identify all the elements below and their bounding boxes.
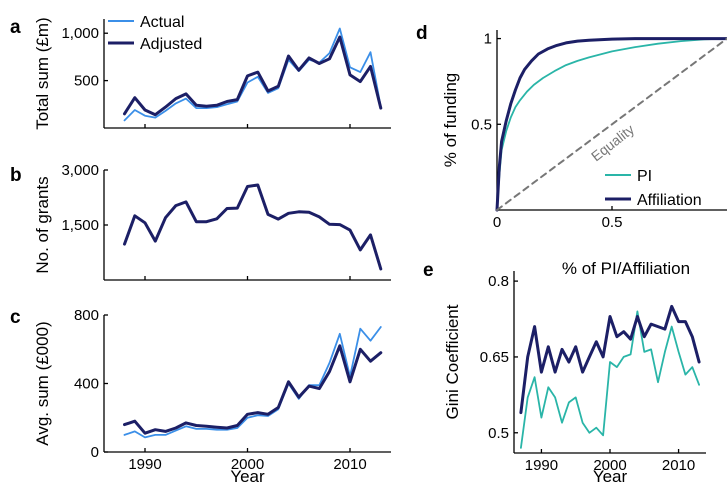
y-axis-label: Gini Coefficient	[443, 304, 462, 419]
panel-label-a: a	[10, 17, 21, 38]
series-line-actual	[123, 27, 382, 122]
panel-label-c: c	[10, 307, 21, 328]
y-axis-label: No. of grants	[33, 176, 52, 273]
y-tick-label: 3,000	[61, 162, 99, 179]
x-tick-label: 2010	[662, 457, 695, 474]
legend-label-pi: PI	[637, 168, 652, 185]
legend-label-adjusted: Adjusted	[140, 36, 202, 53]
x-tick-label: 1990	[128, 456, 161, 473]
x-axis-label: Year	[593, 467, 628, 486]
y-axis-label: % of funding	[441, 73, 460, 168]
y-tick-label: 800	[74, 307, 99, 324]
series-line-pi	[496, 37, 727, 211]
y-axis-label: Total sum (£m)	[33, 17, 52, 129]
panel-label-d: d	[416, 23, 428, 44]
x-tick-label: 1990	[525, 457, 558, 474]
y-tick-label: 1,500	[61, 217, 99, 234]
y-tick-label: 0.65	[480, 349, 509, 366]
x-tick-label: 2000	[593, 457, 626, 474]
y-tick-label: 0	[91, 444, 99, 461]
panel-d-funding-concentration-chart: 0.5 1 0 0.5 % of funding % of PI/Affiliation P…	[441, 30, 727, 278]
x-tick-label: 2010	[333, 456, 366, 473]
panel-a-total-sum-chart: 500 1,000 Total sum (£m) Actual Adjusted	[33, 14, 391, 130]
series-line-main	[123, 183, 383, 271]
x-axis-label: % of PI/Affiliation	[562, 259, 690, 278]
x-tick-label: 0	[493, 214, 501, 231]
equality-annotation: Equality	[588, 121, 637, 164]
panel-label-e: e	[423, 260, 434, 281]
series-line-pi	[520, 310, 700, 449]
panel-e-gini-coefficient-chart: 0.5 0.65 0.8 1990 2000 2010 Gini Coefficient Ye…	[443, 271, 706, 486]
y-tick-label: 500	[74, 73, 99, 90]
y-tick-label: 400	[74, 376, 99, 393]
series-line-adjusted	[123, 35, 383, 117]
legend-label-actual: Actual	[140, 14, 184, 31]
y-tick-label: 1	[484, 31, 492, 48]
series-line-equality	[496, 37, 727, 211]
series-line-adjusted	[123, 344, 383, 435]
y-tick-label: 0.5	[488, 425, 509, 442]
series-line-affiliation	[495, 37, 727, 212]
series-line-affiliation	[519, 304, 701, 415]
series-line-actual	[123, 326, 382, 439]
panel-label-b: b	[10, 165, 22, 186]
panel-c-average-sum-chart: 0 400 800 1990 2000 2010 Avg. sum (£000) Year	[33, 307, 391, 486]
y-axis-label: Avg. sum (£000)	[33, 321, 52, 445]
y-tick-label: 0.8	[488, 273, 509, 290]
x-axis-label: Year	[230, 467, 265, 486]
y-tick-label: 0.5	[471, 116, 492, 133]
y-tick-label: 1,000	[61, 25, 99, 42]
panel-b-number-of-grants-chart: 1,500 3,000 No. of grants	[33, 162, 391, 281]
legend-label-affiliation: Affiliation	[637, 192, 702, 209]
x-tick-label: 0.5	[602, 214, 623, 231]
x-tick-label: 2000	[231, 456, 264, 473]
